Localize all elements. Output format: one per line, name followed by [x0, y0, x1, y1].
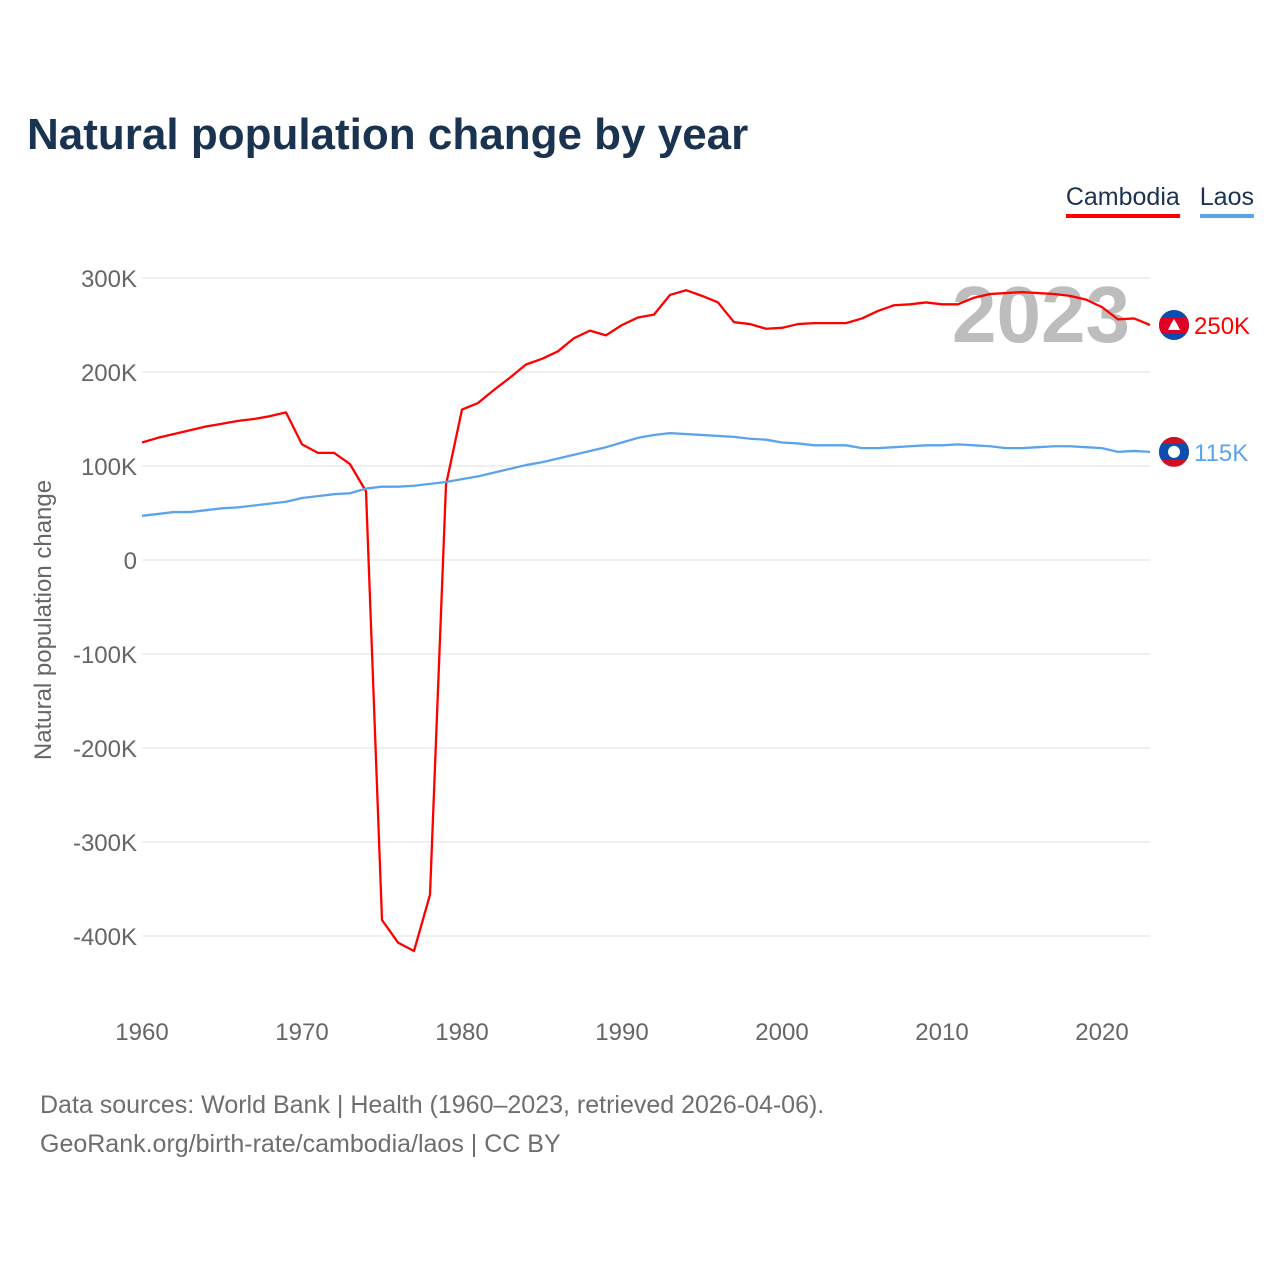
series-line-laos — [141, 431, 1151, 517]
y-tick-label: -100K — [73, 642, 137, 669]
chart-title: Natural population change by year — [27, 110, 749, 159]
series-line-cambodia — [141, 289, 1151, 953]
y-axis-label: Natural population change — [30, 480, 57, 760]
x-tick-label: 1980 — [435, 1019, 488, 1046]
y-tick-label: -200K — [73, 736, 137, 763]
end-label-laos: 115K — [1194, 440, 1248, 467]
y-tick-label: 200K — [81, 360, 137, 387]
y-tick-label: 100K — [81, 454, 137, 481]
cambodia-flag-icon — [1159, 310, 1189, 340]
y-tick-label: -400K — [73, 924, 137, 951]
legend-laos[interactable]: Laos — [1199, 183, 1254, 218]
laos-flag-icon — [1159, 436, 1189, 467]
x-tick-label: 1970 — [275, 1019, 328, 1046]
legend-cambodia[interactable]: Cambodia — [1065, 183, 1180, 218]
year-watermark: 2023 — [952, 270, 1130, 359]
x-tick-label: 2010 — [915, 1019, 968, 1046]
attribution-link[interactable]: GeoRank.org/birth-rate/cambodia/laos | C… — [40, 1130, 561, 1158]
y-tick-label: 0 — [124, 548, 137, 575]
line-chart: 300K 200K 100K 0 -100K -200K -300K -400K 1960 197… — [30, 266, 1250, 1046]
footer: Data sources: World Bank | Health (1960–… — [40, 1086, 824, 1164]
y-tick-label: -300K — [73, 830, 137, 857]
x-tick-label: 1960 — [115, 1019, 168, 1046]
source-text: Data sources: World Bank | Health (1960–… — [40, 1091, 825, 1119]
y-tick-label: 300K — [81, 266, 137, 293]
end-label-cambodia: 250K — [1194, 313, 1250, 340]
x-tick-label: 2000 — [755, 1019, 808, 1046]
x-tick-label: 1990 — [595, 1019, 648, 1046]
legend: Cambodia Laos — [1065, 183, 1254, 218]
x-tick-label: 2020 — [1075, 1019, 1128, 1046]
